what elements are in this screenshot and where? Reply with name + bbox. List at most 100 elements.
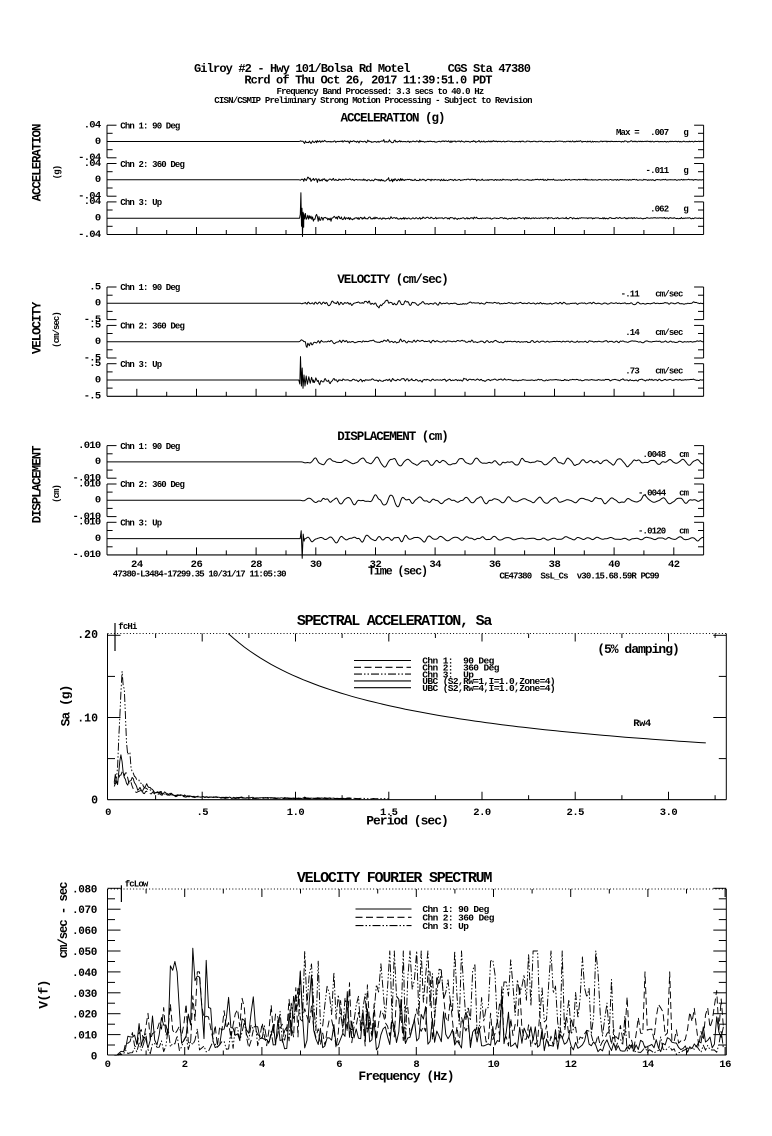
svg-text:28: 28 (250, 559, 262, 571)
svg-text:-.0044: -.0044 (638, 488, 667, 498)
svg-text:Time (sec): Time (sec) (368, 566, 427, 579)
svg-text:DISPLACEMENT (cm): DISPLACEMENT (cm) (337, 430, 448, 444)
svg-text:Rcrd of Thu Oct 26, 2017 11:39: Rcrd of Thu Oct 26, 2017 11:39:51.0 PDT (244, 73, 492, 87)
svg-text:1.0: 1.0 (287, 807, 305, 819)
svg-text:Chn 3: Up: Chn 3: Up (120, 198, 161, 208)
svg-text:cm/sec: cm/sec (655, 290, 683, 300)
svg-text:(cm/sec): (cm/sec) (52, 312, 62, 348)
svg-text:Chn 1: 90 Deg: Chn 1: 90 Deg (120, 283, 180, 293)
svg-text:Chn 2: 360 Deg: Chn 2: 360 Deg (422, 663, 499, 674)
svg-text:36: 36 (489, 559, 501, 571)
svg-text:Chn 3: Up: Chn 3: Up (120, 360, 161, 370)
svg-text:0: 0 (95, 298, 101, 310)
svg-text:Chn 1: 90 Deg: Chn 1: 90 Deg (120, 121, 180, 131)
svg-text:2.5: 2.5 (567, 807, 585, 819)
svg-text:-.04: -.04 (78, 152, 101, 164)
svg-text:.062: .062 (650, 205, 669, 215)
svg-text:.010: .010 (72, 1031, 97, 1043)
svg-text:Chn 2: 360 Deg: Chn 2: 360 Deg (422, 913, 494, 924)
svg-text:Chn 3: Up: Chn 3: Up (422, 921, 469, 932)
svg-text:.007: .007 (650, 128, 669, 138)
svg-text:-.5: -.5 (84, 314, 101, 326)
svg-text:-.0120: -.0120 (638, 527, 666, 537)
svg-text:3.0: 3.0 (660, 807, 678, 819)
svg-text:Chn 2: 360 Deg: Chn 2: 360 Deg (120, 480, 184, 490)
svg-text:2: 2 (182, 1059, 188, 1071)
svg-text:0: 0 (95, 174, 101, 186)
svg-text:0: 0 (95, 456, 101, 468)
svg-text:.070: .070 (72, 905, 97, 917)
svg-text:Chn 1: 90 Deg: Chn 1: 90 Deg (422, 904, 489, 915)
svg-text:V(f): V(f) (37, 980, 52, 1008)
svg-text:.050: .050 (72, 947, 97, 959)
svg-text:40: 40 (608, 559, 620, 571)
svg-text:cm: cm (679, 488, 690, 498)
svg-text:38: 38 (549, 559, 561, 571)
svg-text:.04: .04 (84, 158, 101, 170)
svg-text:-.04: -.04 (78, 229, 101, 241)
svg-text:0: 0 (105, 1059, 111, 1071)
svg-text:VELOCITY: VELOCITY (31, 301, 45, 354)
svg-text:.5: .5 (89, 320, 101, 332)
svg-text:-.5: -.5 (84, 391, 101, 403)
svg-text:Chn 1: 90 Deg: Chn 1: 90 Deg (422, 656, 494, 667)
svg-text:.080: .080 (72, 884, 97, 896)
svg-text:CE47380 SsL_Cs v30.15.68.59R: CE47380 SsL_Cs v30.15.68.59R PC99 (499, 572, 659, 582)
svg-text:0: 0 (95, 374, 101, 386)
svg-text:-.5: -.5 (84, 352, 101, 364)
svg-text:(cm): (cm) (52, 485, 62, 503)
svg-text:ACCELERATION: ACCELERATION (31, 124, 45, 201)
svg-text:0: 0 (95, 495, 101, 507)
svg-text:g: g (683, 166, 688, 176)
svg-text:24: 24 (131, 559, 143, 571)
svg-text:16: 16 (719, 1059, 731, 1071)
svg-text:-.010: -.010 (72, 549, 100, 561)
svg-text:0: 0 (95, 136, 101, 148)
svg-text:.010: .010 (78, 478, 101, 490)
svg-text:34: 34 (429, 559, 441, 571)
svg-text:.030: .030 (72, 989, 97, 1001)
svg-text:cm/sec: cm/sec (655, 366, 683, 376)
svg-text:Frequency Band Processed: 3.3: Frequency Band Processed: 3.3 secs to 40… (276, 87, 483, 97)
svg-text:.0048: .0048 (643, 450, 666, 460)
svg-text:Chn 3: Up: Chn 3: Up (120, 519, 161, 529)
svg-text:.010: .010 (78, 440, 101, 452)
svg-text:.060: .060 (72, 926, 97, 938)
svg-text:Chn 1: 90 Deg: Chn 1: 90 Deg (120, 442, 180, 452)
svg-text:.04: .04 (84, 196, 101, 208)
svg-text:.020: .020 (72, 1010, 97, 1022)
svg-text:12: 12 (565, 1059, 577, 1071)
svg-text:.040: .040 (72, 968, 97, 980)
svg-text:UBC (S2,Rw=1,I=1.0,Zone=4): UBC (S2,Rw=1,I=1.0,Zone=4) (422, 676, 555, 687)
svg-text:.5: .5 (89, 358, 101, 370)
svg-text:10: 10 (488, 1059, 500, 1071)
svg-text:-.010: -.010 (72, 511, 100, 523)
svg-text:42: 42 (668, 559, 680, 571)
svg-text:(5% damping): (5% damping) (597, 642, 679, 657)
svg-text:Max =: Max = (616, 128, 639, 138)
svg-text:4: 4 (259, 1059, 265, 1071)
svg-text:ACCELERATION (g): ACCELERATION (g) (340, 112, 444, 126)
svg-text:fcLow: fcLow (125, 879, 149, 889)
svg-text:-.011: -.011 (646, 166, 670, 176)
svg-text:DISPLACEMENT: DISPLACEMENT (31, 445, 45, 523)
svg-text:.10: .10 (77, 712, 98, 725)
svg-text:UBC (S2,Rw=4,I=1.0,Zone=4): UBC (S2,Rw=4,I=1.0,Zone=4) (422, 683, 555, 694)
svg-text:VELOCITY (cm/sec): VELOCITY (cm/sec) (337, 273, 448, 287)
svg-text:26: 26 (191, 559, 203, 571)
svg-text:0: 0 (105, 807, 111, 819)
svg-text:6: 6 (336, 1059, 342, 1071)
svg-text:-.04: -.04 (78, 190, 101, 202)
svg-text:0: 0 (95, 533, 101, 545)
svg-text:.5: .5 (196, 807, 208, 819)
svg-text:Chn 2: 360 Deg: Chn 2: 360 Deg (120, 160, 184, 170)
svg-text:32: 32 (370, 559, 382, 571)
svg-text:Frequency (Hz): Frequency (Hz) (358, 1069, 453, 1084)
svg-text:2.0: 2.0 (473, 807, 491, 819)
svg-text:g: g (683, 128, 688, 138)
svg-text:0: 0 (91, 795, 98, 808)
svg-text:8: 8 (413, 1059, 419, 1071)
svg-text:Gilroy #2 - Hwy 101/Bolsa Rd M: Gilroy #2 - Hwy 101/Bolsa Rd Motel CGS S… (194, 62, 531, 76)
svg-text:1.5: 1.5 (380, 807, 398, 819)
svg-text:fcHi: fcHi (118, 622, 138, 632)
